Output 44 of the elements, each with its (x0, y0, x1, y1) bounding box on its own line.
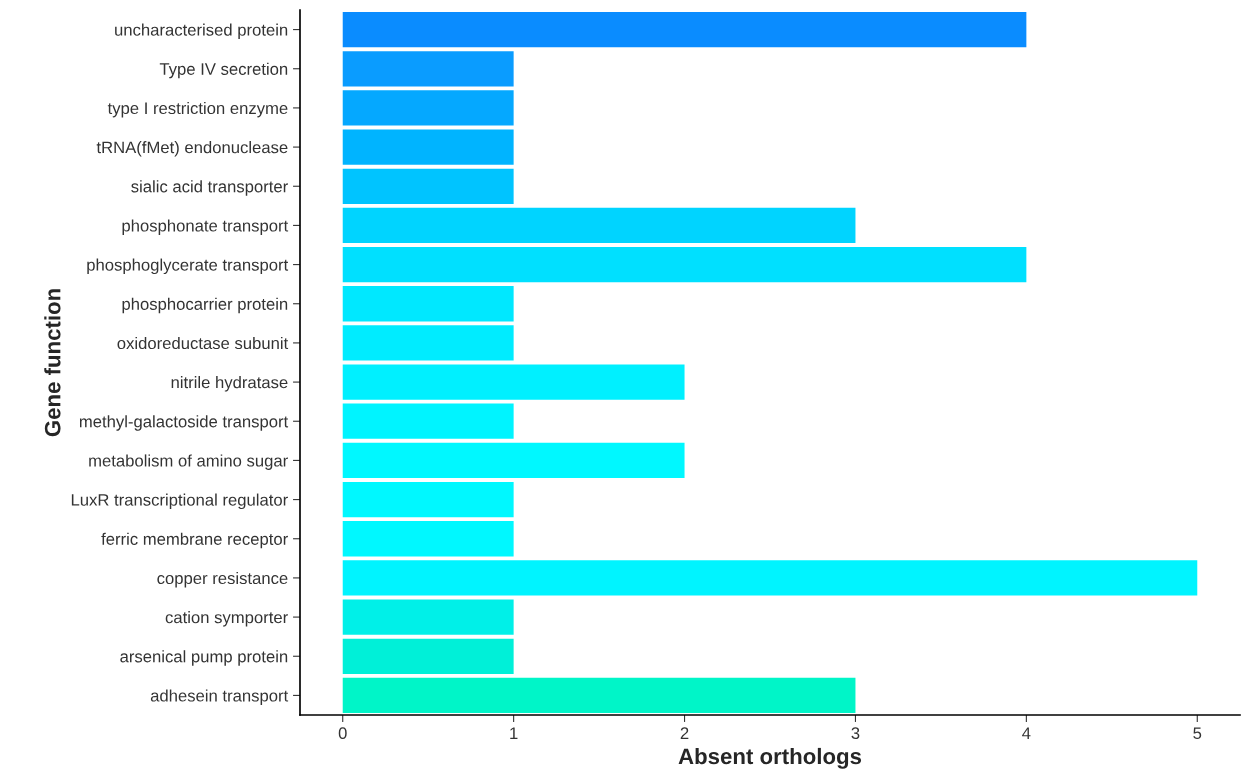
y-tick-label: LuxR transcriptional regulator (71, 493, 288, 510)
y-tick-label: methyl-galactoside transport (79, 415, 289, 431)
y-tick-label: tRNA(fMet) endonuclease (96, 141, 288, 157)
bar (342, 403, 514, 439)
bar (342, 168, 514, 204)
y-axis-title: Gene function (44, 289, 61, 437)
y-tick-label: copper resistance (157, 571, 288, 588)
y-tick-label: phosphoglycerate transport (87, 258, 289, 275)
x-axis-title: Absent orthologs (678, 747, 862, 769)
y-tick-label: oxidoreductase subunit (117, 336, 289, 350)
x-tick-label: 3 (851, 727, 860, 740)
x-tick-label: 5 (1193, 727, 1202, 740)
y-tick-label: arsenical pump protein (120, 650, 288, 666)
y-tick-label: nitrile hydratase (171, 376, 288, 392)
bar (342, 11, 1027, 48)
bar (342, 325, 514, 361)
bar (342, 286, 514, 322)
x-tick-label: 1 (510, 727, 518, 739)
y-tick-label: phosphonate transport (122, 219, 289, 235)
y-tick-label: phosphocarrier protein (122, 297, 288, 314)
bar (342, 599, 514, 635)
bar (342, 129, 514, 165)
y-tick-label: sialic acid transporter (131, 180, 288, 196)
bar (342, 638, 514, 674)
x-tick-label: 2 (680, 727, 689, 739)
x-tick-label: 0 (338, 727, 347, 740)
bar (342, 560, 1198, 596)
y-tick-label: uncharacterised protein (115, 23, 288, 40)
bar (342, 481, 514, 518)
x-tick-label: 4 (1022, 727, 1031, 739)
bar (342, 364, 685, 400)
y-tick-label: metabolism of amino sugar (89, 454, 288, 470)
y-tick-label: type I restriction enzyme (107, 101, 288, 118)
bar (342, 677, 856, 714)
bar (342, 51, 514, 87)
bar (342, 246, 1027, 283)
bar (342, 521, 514, 557)
y-tick-label: ferric membrane receptor (101, 532, 288, 549)
y-tick-label: adhesein transport (150, 689, 289, 705)
bar (342, 207, 856, 244)
y-tick-label: cation symporter (165, 611, 288, 627)
y-tick-label: Type IV secretion (159, 62, 288, 79)
bar (342, 442, 685, 479)
bar (342, 90, 514, 126)
